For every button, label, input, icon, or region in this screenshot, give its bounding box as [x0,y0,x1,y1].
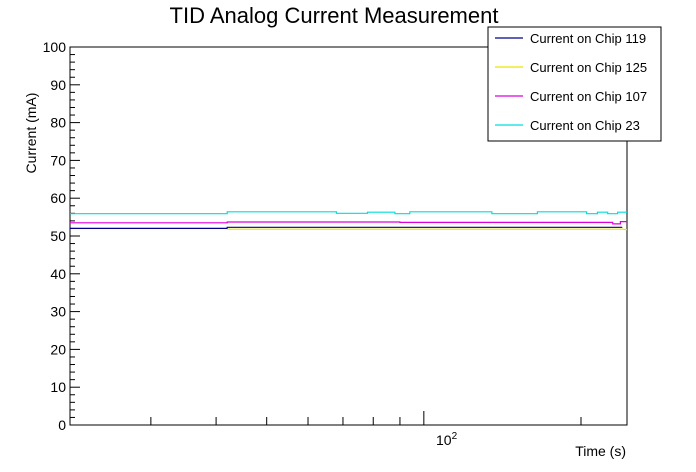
legend-label-4: Current on Chip 23 [530,118,640,133]
y-tick-label-40: 40 [50,266,66,282]
y-axis: 0 10 20 30 40 50 60 70 80 90 100 [43,39,80,433]
y-tick-label-60: 60 [50,190,66,206]
series-line-4 [70,211,627,215]
x-axis-label: Time (s) [575,443,626,459]
chart-title: TID Analog Current Measurement [170,3,499,28]
x-tick-base: 10 [436,432,452,448]
y-tick-label-50: 50 [50,228,66,244]
series-layer [70,211,628,231]
y-tick-label-20: 20 [50,341,66,357]
x-tick-exponent: 2 [452,431,458,442]
series-line-1 [70,226,623,229]
x-axis [150,411,582,425]
series-line-3 [70,221,627,225]
legend-label-2: Current on Chip 125 [530,60,647,75]
y-tick-label-90: 90 [50,77,66,93]
legend-box [487,26,662,142]
y-tick-label-10: 10 [50,379,66,395]
y-tick-label-100: 100 [43,39,67,55]
y-tick-label-80: 80 [50,115,66,131]
legend: Current on Chip 119 Current on Chip 125 Cu… [487,26,662,142]
y-tick-label-30: 30 [50,304,66,320]
legend-label-3: Current on Chip 107 [530,89,647,104]
legend-label-1: Current on Chip 119 [530,31,646,46]
y-tick-label-70: 70 [50,152,66,168]
y-axis-label: Current (mA) [23,93,39,174]
y-tick-label-0: 0 [58,417,66,433]
x-tick-label-100: 102 [436,431,458,448]
